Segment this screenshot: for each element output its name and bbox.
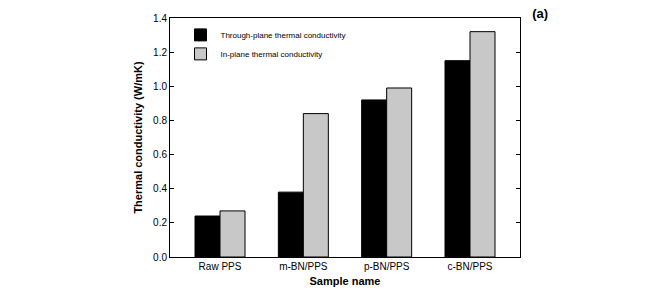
svg-text:0.6: 0.6 <box>153 149 167 160</box>
svg-text:Sample name: Sample name <box>310 275 381 287</box>
svg-text:(a): (a) <box>532 6 548 21</box>
svg-text:1.4: 1.4 <box>153 13 167 24</box>
svg-text:c-BN/PPS: c-BN/PPS <box>447 261 492 272</box>
svg-text:0.0: 0.0 <box>153 252 167 263</box>
svg-text:In-plane thermal conductivity: In-plane thermal conductivity <box>221 50 323 59</box>
svg-text:1.0: 1.0 <box>153 81 167 92</box>
svg-text:Thermal conductivity (W/mK): Thermal conductivity (W/mK) <box>132 61 144 214</box>
svg-text:Through-plane thermal conducti: Through-plane thermal conductivity <box>221 31 346 40</box>
svg-text:0.8: 0.8 <box>153 115 167 126</box>
svg-text:0.2: 0.2 <box>153 217 167 228</box>
svg-text:Raw PPS: Raw PPS <box>199 261 242 272</box>
svg-text:m-BN/PPS: m-BN/PPS <box>279 261 328 272</box>
svg-text:p-BN/PPS: p-BN/PPS <box>364 261 410 272</box>
svg-text:1.2: 1.2 <box>153 47 167 58</box>
svg-text:0.4: 0.4 <box>153 183 167 194</box>
